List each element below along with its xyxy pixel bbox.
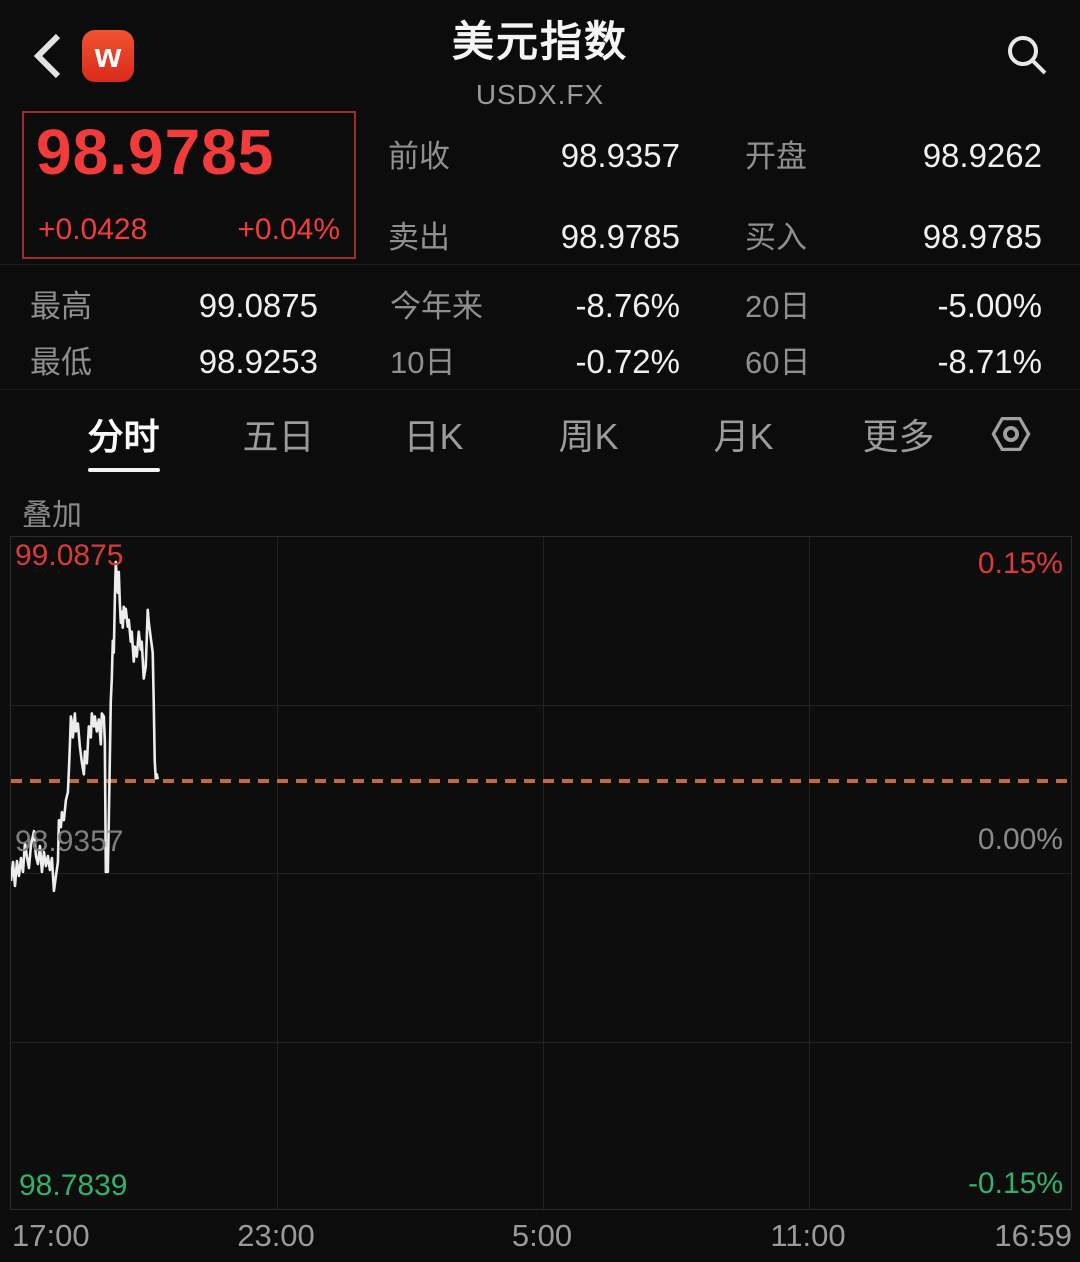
overlay-toggle[interactable]: 叠加 bbox=[22, 499, 82, 532]
stat-label: 20日 bbox=[745, 289, 811, 324]
price-box: 98.9785 +0.0428 +0.04% bbox=[22, 111, 356, 259]
intraday-chart[interactable]: 99.0875 0.15% 98.9357 0.00% 98.7839 -0.1… bbox=[10, 536, 1072, 1210]
field-bid: 买入 98.9785 bbox=[745, 212, 1042, 257]
stat-label: 最低 bbox=[30, 345, 92, 380]
page-title: 美元指数 bbox=[451, 18, 628, 65]
stat-label: 60日 bbox=[745, 345, 811, 380]
time-tick: 5:00 bbox=[511, 1218, 573, 1253]
stat-high: 最高 99.0875 bbox=[30, 281, 318, 326]
search-icon bbox=[1008, 36, 1047, 75]
field-label: 开盘 bbox=[745, 139, 807, 174]
price-change-row: +0.0428 +0.04% bbox=[38, 213, 340, 247]
stat-value: -5.00% bbox=[937, 287, 1042, 324]
field-value: 98.9785 bbox=[922, 218, 1042, 255]
back-button[interactable] bbox=[30, 28, 74, 84]
stat-value: -8.76% bbox=[575, 287, 680, 324]
stat-value: 98.9253 bbox=[198, 343, 318, 380]
field-value: 98.9357 bbox=[560, 137, 680, 174]
stat-label: 最高 bbox=[30, 289, 92, 324]
stat-label: 今年来 bbox=[390, 289, 483, 324]
stat-20d: 20日 -5.00% bbox=[745, 281, 1042, 326]
time-tick: 16:59 bbox=[994, 1218, 1072, 1253]
tab-intraday[interactable]: 分时 bbox=[46, 390, 201, 478]
stat-10d: 10日 -0.72% bbox=[390, 337, 680, 382]
quote-panel: 98.9785 +0.0428 +0.04% 前收 98.9357 开盘 98.… bbox=[0, 105, 1080, 265]
chart-period-tabs: 分时 五日 日K 周K 月K 更多 bbox=[0, 390, 1080, 478]
price-change: +0.0428 bbox=[38, 213, 148, 246]
chart-settings-button[interactable] bbox=[976, 390, 1046, 478]
price-line-canvas bbox=[11, 560, 159, 893]
time-axis: 17:00 23:00 5:00 11:00 16:59 bbox=[0, 1210, 1080, 1262]
field-label: 前收 bbox=[388, 139, 450, 174]
tab-weekly-k[interactable]: 周K bbox=[558, 416, 619, 457]
wind-logo-letter: w bbox=[94, 36, 122, 75]
time-tick: 17:00 bbox=[12, 1218, 90, 1253]
field-value: 98.9262 bbox=[922, 137, 1042, 174]
quote-fields: 前收 98.9357 开盘 98.9262 卖出 98.9785 买入 98.9… bbox=[388, 131, 1042, 293]
stat-label: 10日 bbox=[390, 345, 456, 380]
wind-app-logo[interactable]: w bbox=[82, 30, 134, 82]
tab-5day[interactable]: 五日 bbox=[242, 416, 315, 457]
stat-low: 最低 98.9253 bbox=[30, 337, 318, 382]
search-button[interactable] bbox=[1002, 30, 1052, 80]
time-tick: 23:00 bbox=[237, 1218, 315, 1253]
stats-panel: 最高 99.0875 今年来 -8.76% 20日 -5.00% 最低 98.9… bbox=[0, 265, 1080, 390]
field-open: 开盘 98.9262 bbox=[745, 131, 1042, 176]
tab-monthly-k[interactable]: 月K bbox=[713, 416, 774, 457]
stat-60d: 60日 -8.71% bbox=[745, 337, 1042, 382]
field-label: 买入 bbox=[745, 220, 807, 255]
tab-daily-k[interactable]: 日K bbox=[403, 416, 464, 457]
time-tick: 11:00 bbox=[770, 1218, 846, 1253]
field-ask: 卖出 98.9785 bbox=[388, 212, 680, 257]
header: w 美元指数 USDX.FX bbox=[0, 0, 1080, 110]
gear-hexagon-icon bbox=[991, 416, 1031, 452]
stat-value: -8.71% bbox=[937, 343, 1042, 380]
stat-value: 99.0875 bbox=[198, 287, 318, 324]
header-titles: 美元指数 USDX.FX bbox=[0, 0, 1080, 111]
field-prev-close: 前收 98.9357 bbox=[388, 131, 680, 176]
stat-ytd: 今年来 -8.76% bbox=[390, 281, 680, 326]
back-chevron-icon bbox=[33, 33, 61, 79]
price-change-pct: +0.04% bbox=[237, 213, 340, 246]
field-value: 98.9785 bbox=[560, 218, 680, 255]
last-price: 98.9785 bbox=[36, 116, 275, 188]
stat-value: -0.72% bbox=[575, 343, 680, 380]
tab-more[interactable]: 更多 bbox=[862, 416, 935, 457]
intraday-line bbox=[11, 560, 159, 893]
field-label: 卖出 bbox=[388, 220, 450, 255]
